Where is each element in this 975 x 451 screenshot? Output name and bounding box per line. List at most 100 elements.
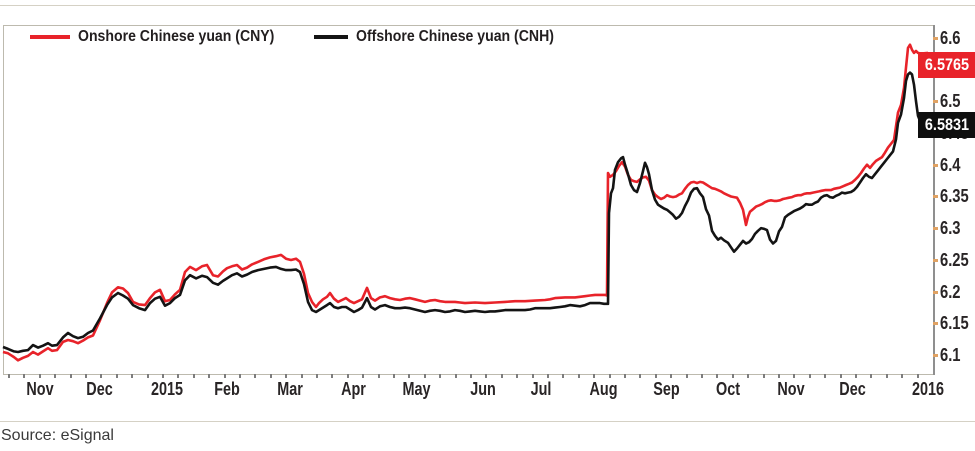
x-minor-tick [562, 374, 565, 378]
x-minor-tick [423, 374, 426, 378]
legend-label-cnh: Offshore Chinese yuan (CNH) [356, 28, 554, 45]
y-tick-label: 6.35 [940, 186, 969, 207]
x-tick-label: Apr [340, 379, 366, 399]
x-minor-tick [115, 374, 118, 378]
top-divider [0, 5, 975, 6]
x-minor-tick [793, 374, 796, 378]
cnh-line-swatch [314, 35, 348, 39]
x-minor-tick [8, 374, 10, 378]
x-tick-label: Feb [214, 379, 240, 399]
y-tick-label: 6.25 [940, 249, 969, 270]
x-minor-tick [439, 374, 442, 378]
legend-item-cny: Onshore Chinese yuan (CNY) [30, 26, 301, 48]
bottom-divider [0, 421, 975, 422]
x-minor-tick [146, 374, 149, 378]
x-minor-tick [778, 374, 780, 378]
source-note: Source: eSignal [1, 427, 114, 444]
legend-label-cny: Onshore Chinese yuan (CNY) [78, 28, 275, 45]
x-minor-tick [870, 374, 873, 378]
x-tick-label: May [402, 379, 431, 399]
x-minor-tick [23, 374, 26, 378]
x-minor-tick [470, 374, 472, 378]
x-minor-tick [855, 374, 857, 378]
x-tick-label: Dec [86, 379, 114, 399]
x-minor-tick [808, 374, 811, 378]
last-price-value-cny: 6.5765 [924, 55, 969, 74]
x-minor-tick [670, 374, 673, 378]
y-tick-mark [933, 100, 938, 104]
x-minor-tick [593, 374, 596, 378]
x-minor-tick [300, 374, 303, 378]
y-tick-label: 6.1 [940, 345, 961, 366]
y-tick-mark [933, 258, 938, 262]
x-minor-tick [516, 374, 519, 378]
x-minor-tick [716, 374, 719, 378]
price-line-chart [2, 43, 929, 362]
y-tick-mark [933, 195, 938, 199]
x-minor-tick [639, 374, 642, 378]
x-minor-tick [654, 374, 657, 378]
y-tick-mark [933, 354, 938, 358]
last-price-label-cny: 6.5765 [918, 52, 975, 78]
x-tick-label: 2015 [150, 379, 184, 399]
x-minor-tick [223, 374, 226, 378]
y-tick-mark [933, 322, 938, 326]
x-minor-tick [901, 374, 904, 378]
x-minor-tick [377, 374, 380, 378]
y-tick-mark [933, 163, 938, 167]
x-minor-tick [69, 374, 72, 378]
x-tick-label: Sep [653, 379, 681, 399]
x-tick-label: 2016 [911, 379, 945, 399]
last-price-value-cnh: 6.5831 [924, 115, 969, 134]
x-tick-label: Mar [277, 379, 303, 399]
x-minor-tick [162, 374, 164, 378]
x-tick-label: Nov [26, 379, 54, 399]
x-minor-tick [547, 374, 549, 378]
x-tick-label: Oct [715, 379, 740, 399]
x-minor-tick [731, 374, 734, 378]
x-tick-label: Jul [530, 379, 552, 399]
x-minor-tick [839, 374, 842, 378]
y-axis-line [933, 25, 935, 375]
last-price-label-cnh: 6.5831 [918, 112, 975, 138]
x-tick-label: Aug [589, 379, 617, 399]
x-minor-tick [454, 374, 457, 378]
x-minor-tick [254, 374, 257, 378]
x-minor-tick [362, 374, 365, 378]
x-minor-tick [192, 374, 195, 378]
y-tick-label: 6.6 [940, 27, 961, 48]
x-minor-tick [408, 374, 411, 378]
x-minor-tick [316, 374, 318, 378]
x-minor-tick [208, 374, 211, 378]
x-minor-tick [747, 374, 750, 378]
y-tick-label: 6.4 [940, 154, 961, 175]
y-tick-mark [933, 36, 938, 40]
x-minor-tick [500, 374, 503, 378]
y-tick-mark [933, 290, 938, 294]
y-tick-label: 6.15 [940, 313, 969, 334]
y-tick-label: 6.2 [940, 281, 961, 302]
x-minor-tick [762, 374, 765, 378]
y-tick-label: 6.3 [940, 218, 961, 239]
x-tick-label: Jun [470, 379, 496, 399]
x-minor-tick [685, 374, 688, 378]
x-minor-tick [885, 374, 888, 378]
x-minor-tick [485, 374, 488, 378]
x-minor-tick [131, 374, 134, 378]
y-tick-label: 6.5 [940, 91, 961, 112]
x-minor-tick [54, 374, 57, 378]
x-minor-tick [824, 374, 827, 378]
x-minor-tick [285, 374, 288, 378]
x-minor-tick [346, 374, 349, 378]
x-minor-tick [38, 374, 41, 378]
legend-item-cnh: Offshore Chinese yuan (CNH) [314, 26, 581, 48]
series-line-cnh [2, 71, 924, 354]
x-tick-label: Dec [839, 379, 867, 399]
y-tick-mark [933, 227, 938, 231]
x-minor-tick [624, 374, 626, 378]
x-minor-tick [393, 374, 395, 378]
x-tick-label: Nov [777, 379, 805, 399]
cny-line-swatch [30, 35, 70, 39]
x-minor-tick [577, 374, 580, 378]
